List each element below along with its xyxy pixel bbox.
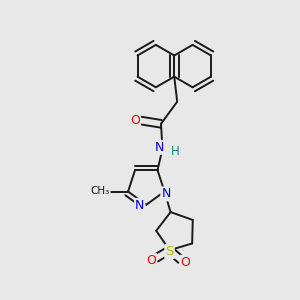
- Text: N: N: [155, 141, 164, 154]
- Text: CH₃: CH₃: [91, 186, 110, 196]
- Text: O: O: [146, 254, 156, 267]
- Text: H: H: [171, 145, 180, 158]
- Text: S: S: [165, 245, 174, 258]
- Text: O: O: [130, 114, 140, 127]
- Text: N: N: [161, 188, 171, 200]
- Text: N: N: [135, 199, 145, 212]
- Text: O: O: [180, 256, 190, 269]
